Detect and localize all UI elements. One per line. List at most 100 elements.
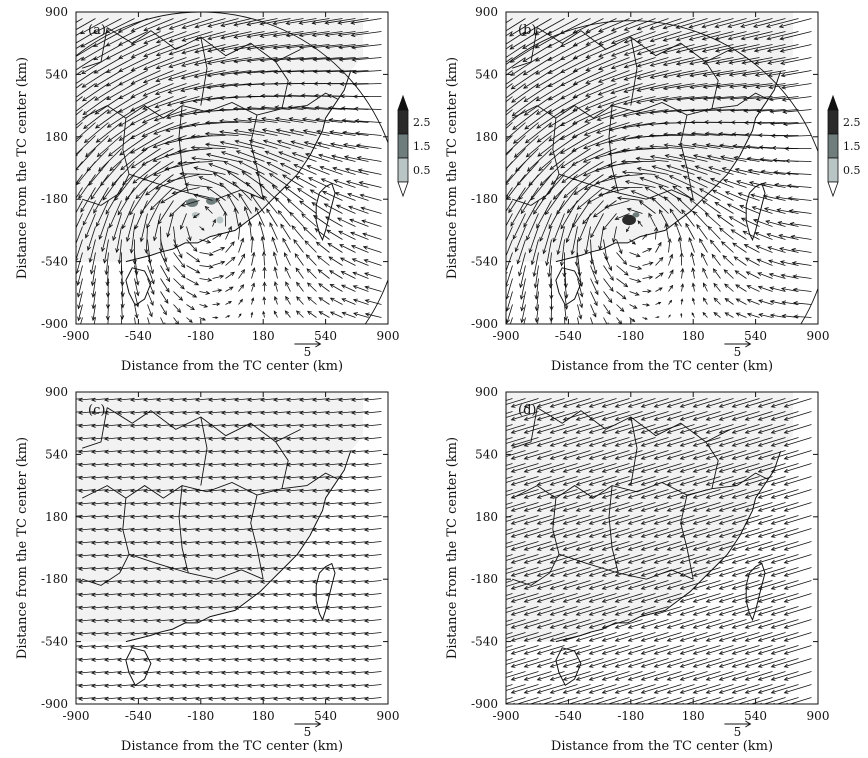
wind-vector bbox=[757, 658, 786, 668]
wind-vector bbox=[76, 70, 96, 85]
wind-vector bbox=[547, 57, 578, 74]
wind-vector bbox=[601, 684, 630, 694]
wind-vector bbox=[116, 475, 135, 480]
wind-vector bbox=[168, 696, 187, 701]
wind-vector bbox=[627, 502, 656, 512]
wind-vector bbox=[585, 44, 617, 59]
wind-vector bbox=[220, 514, 239, 519]
wind-vector bbox=[207, 475, 226, 480]
wind-vector bbox=[783, 645, 812, 655]
wind-vector bbox=[341, 118, 369, 123]
wind-vector bbox=[653, 645, 682, 655]
wind-vector bbox=[259, 618, 278, 623]
wind-vector bbox=[181, 501, 200, 506]
wind-vector bbox=[740, 217, 760, 227]
wind-vector bbox=[288, 117, 317, 123]
wind-vector bbox=[103, 631, 122, 636]
wind-vector bbox=[259, 670, 278, 675]
wind-vector bbox=[669, 208, 682, 227]
wind-vector bbox=[634, 145, 669, 151]
wind-vector bbox=[718, 645, 747, 655]
wind-vector bbox=[536, 619, 565, 629]
wind-vector bbox=[173, 226, 178, 249]
wind-vector bbox=[571, 148, 604, 166]
wind-vector bbox=[708, 166, 734, 175]
wind-vector bbox=[106, 109, 135, 128]
wind-vector bbox=[180, 70, 213, 80]
wind-vector bbox=[506, 528, 513, 531]
wind-vector bbox=[363, 259, 382, 266]
wind-vector bbox=[152, 135, 187, 149]
province-border bbox=[680, 114, 694, 200]
wind-vector bbox=[793, 314, 812, 319]
wind-vector bbox=[603, 304, 611, 316]
wind-vector bbox=[692, 210, 708, 227]
wind-vector bbox=[168, 423, 187, 428]
wind-vector bbox=[785, 171, 812, 176]
y-tick-label: -540 bbox=[41, 635, 68, 649]
wind-vector bbox=[772, 697, 799, 704]
wind-vector bbox=[116, 501, 135, 506]
wind-vector bbox=[285, 631, 304, 636]
wind-vector bbox=[765, 220, 786, 227]
wind-vector bbox=[116, 410, 135, 415]
wind-vector bbox=[510, 684, 539, 694]
wind-vector bbox=[233, 618, 252, 623]
wind-vector bbox=[76, 502, 83, 504]
wind-vector bbox=[688, 18, 721, 29]
wind-vector bbox=[134, 304, 139, 319]
wind-vector bbox=[523, 541, 552, 551]
wind-vector bbox=[90, 553, 109, 558]
wind-vector bbox=[577, 291, 584, 309]
shaded-patch bbox=[622, 214, 636, 226]
x-tick-label: -540 bbox=[555, 329, 582, 343]
shaded-patch bbox=[191, 212, 200, 218]
wind-vector bbox=[511, 83, 539, 103]
wind-vector bbox=[536, 411, 565, 421]
wind-vector bbox=[272, 397, 291, 402]
wind-vector bbox=[783, 606, 812, 616]
wind-vector bbox=[76, 96, 83, 103]
wind-vector bbox=[116, 579, 135, 584]
x-axis-label: Distance from the TC center (km) bbox=[551, 359, 773, 374]
wind-vector bbox=[705, 580, 734, 590]
wind-vector bbox=[153, 213, 161, 242]
wind-vector bbox=[353, 312, 369, 318]
wind-vector bbox=[181, 592, 200, 597]
wind-vector bbox=[614, 411, 643, 421]
wind-vector bbox=[640, 398, 669, 408]
wind-vector bbox=[666, 437, 695, 447]
wind-vector bbox=[562, 489, 591, 499]
wind-vector bbox=[506, 200, 513, 213]
wind-vector bbox=[290, 140, 317, 149]
wind-vector bbox=[705, 645, 734, 655]
wind-vector bbox=[337, 514, 356, 519]
wind-vector bbox=[506, 44, 513, 50]
wind-vector bbox=[506, 187, 513, 198]
wind-vector bbox=[77, 449, 96, 454]
wind-vector bbox=[610, 57, 643, 70]
wind-vector bbox=[337, 696, 356, 701]
wind-vector bbox=[523, 528, 552, 538]
wind-vector bbox=[679, 554, 708, 564]
wind-vector bbox=[510, 515, 539, 525]
wind-vector bbox=[363, 423, 382, 428]
wind-vector bbox=[364, 285, 382, 292]
wind-vector bbox=[506, 304, 513, 324]
wind-vector bbox=[114, 174, 135, 202]
wind-vector bbox=[506, 697, 526, 704]
wind-vector bbox=[324, 488, 343, 493]
wind-vector bbox=[562, 671, 591, 681]
wind-vector bbox=[278, 151, 304, 162]
wind-vector bbox=[549, 684, 578, 694]
wind-vector bbox=[298, 605, 317, 610]
wind-vector bbox=[129, 187, 148, 216]
wind-vector bbox=[199, 252, 214, 257]
wind-vector bbox=[753, 31, 786, 41]
wind-vector bbox=[757, 515, 786, 525]
wind-vector bbox=[76, 265, 83, 287]
wind-vector bbox=[186, 291, 198, 298]
wind-vector bbox=[510, 70, 539, 90]
wind-vector bbox=[537, 135, 565, 157]
wind-vector bbox=[506, 502, 526, 509]
